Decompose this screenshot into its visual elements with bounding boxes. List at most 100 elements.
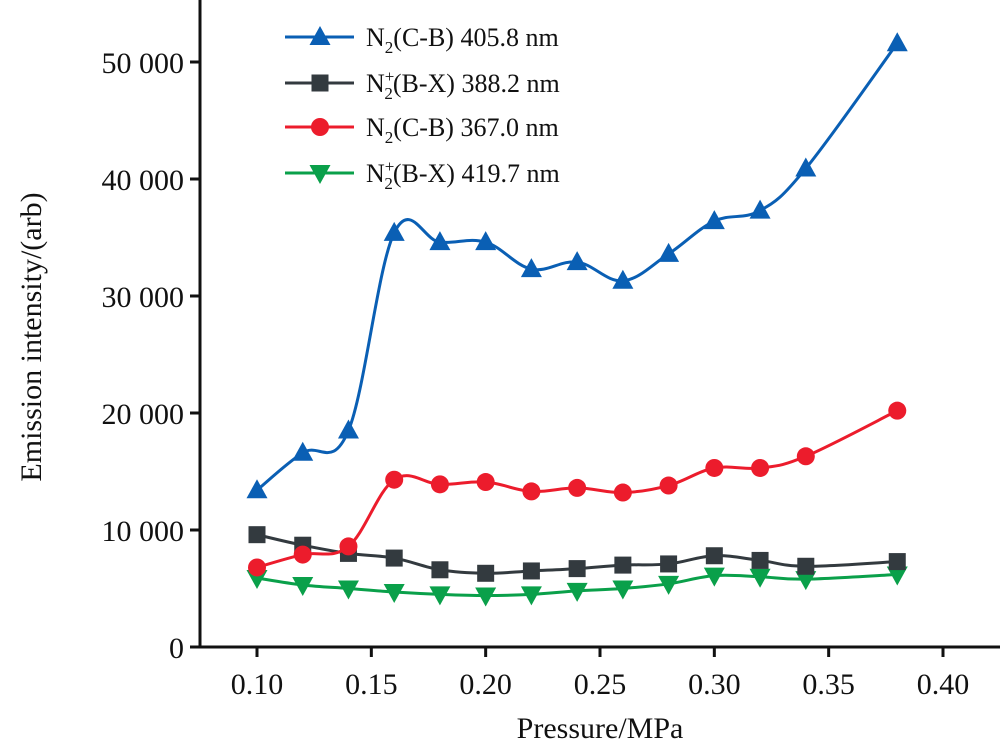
data-point [568, 560, 586, 578]
y-tick-label: 10 000 [102, 515, 185, 548]
data-point [339, 537, 358, 556]
data-point [246, 479, 268, 499]
legend-marker [311, 74, 329, 92]
x-tick-label: 0.30 [688, 668, 741, 701]
axes: 0 10 000 20 000 30 000 40 000 50 000 0.10 0.15… [102, 0, 1000, 701]
legend-label-rest: (B-X) 388.2 nm [393, 69, 560, 98]
y-tick-label: 20 000 [102, 398, 185, 431]
data-point [292, 576, 314, 596]
data-point [749, 568, 771, 588]
series-layer [246, 32, 908, 607]
data-point [612, 580, 634, 600]
legend-label-base: N [366, 159, 385, 188]
legend-marker [309, 165, 331, 184]
data-point [292, 441, 314, 461]
data-point [705, 458, 724, 477]
data-point [751, 551, 769, 569]
data-point [476, 473, 495, 492]
data-point [888, 553, 906, 571]
legend-label: N2(C-B) 405.8 nm [366, 23, 559, 57]
data-point [383, 221, 405, 241]
data-point [429, 231, 451, 251]
data-point [658, 242, 680, 262]
legend-item: N+ 2(B-X) 388.2 nm [285, 67, 560, 103]
data-point [520, 258, 542, 278]
legend-label-sup: + [385, 67, 395, 86]
x-tick-label: 0.35 [802, 668, 855, 701]
data-point [886, 566, 908, 586]
data-point [385, 549, 403, 567]
legend-label: N+ 2(B-X) 419.7 nm [366, 157, 560, 193]
series-0 [246, 32, 908, 499]
legend-label: N+ 2(B-X) 388.2 nm [366, 67, 560, 103]
data-point [520, 586, 542, 606]
data-point [660, 555, 678, 573]
legend-label-sub: 2 [384, 84, 393, 103]
data-point [566, 251, 588, 271]
series-1 [248, 526, 906, 582]
data-point [886, 32, 908, 52]
x-ticks: 0.10 0.15 0.20 0.25 0.30 0.35 0.40 [231, 647, 970, 701]
y-tick-label: 30 000 [102, 281, 185, 314]
x-axis-title: Pressure/MPa [517, 712, 684, 745]
legend-label-sub: 2 [384, 174, 393, 193]
data-point [477, 564, 495, 582]
data-point [614, 556, 632, 574]
data-point [751, 458, 770, 477]
data-point [337, 580, 359, 600]
data-point [795, 571, 817, 591]
legend: N2(C-B) 405.8 nmN+ 2(B-X) 388.2 nmN2(C-B)… [285, 23, 560, 193]
data-point [612, 269, 634, 289]
legend-label-base: N [366, 69, 385, 98]
legend-marker [309, 26, 331, 45]
legend-label: N2(C-B) 367.0 nm [366, 113, 559, 147]
data-point [795, 157, 817, 177]
legend-label-base: N [366, 23, 385, 52]
data-point [703, 210, 725, 230]
x-tick-label: 0.25 [574, 668, 627, 701]
data-point [703, 567, 725, 587]
data-point [431, 561, 449, 579]
x-tick-label: 0.15 [345, 668, 398, 701]
data-point [383, 584, 405, 604]
legend-item: N+ 2(B-X) 419.7 nm [285, 157, 560, 193]
data-point [385, 470, 404, 489]
y-ticks: 0 10 000 20 000 30 000 40 000 50 000 [102, 47, 200, 665]
legend-label-sub: 2 [385, 38, 394, 57]
data-point [796, 447, 815, 466]
data-point [568, 478, 587, 497]
data-point [888, 401, 907, 420]
data-point [797, 557, 815, 575]
data-point [566, 582, 588, 602]
data-point [613, 483, 632, 502]
x-tick-label: 0.20 [459, 668, 512, 701]
legend-label-sub: 2 [385, 128, 394, 147]
legend-label-rest: (C-B) 367.0 nm [393, 113, 558, 142]
y-tick-label: 40 000 [102, 164, 185, 197]
data-point [429, 586, 451, 606]
data-point [293, 545, 312, 564]
data-point [248, 526, 266, 544]
data-point [475, 587, 497, 607]
series-2 [248, 401, 907, 577]
y-tick-label: 50 000 [102, 47, 185, 80]
y-tick-label: 0 [169, 632, 184, 665]
data-point [337, 419, 359, 439]
legend-item: N2(C-B) 367.0 nm [285, 113, 559, 147]
legend-label-base: N [366, 113, 385, 142]
data-point [658, 575, 680, 595]
legend-item: N2(C-B) 405.8 nm [285, 23, 559, 57]
data-point [475, 231, 497, 251]
data-point [705, 547, 723, 565]
data-point [522, 482, 541, 501]
legend-label-rest: (C-B) 405.8 nm [393, 23, 558, 52]
x-tick-label: 0.40 [917, 668, 970, 701]
data-point [749, 199, 771, 219]
legend-marker [311, 118, 329, 136]
legend-label-sup: + [385, 157, 395, 176]
y-axis-title: Emission intensity/(arb) [15, 192, 48, 481]
legend-label-rest: (B-X) 419.7 nm [393, 159, 560, 188]
data-point [522, 562, 540, 580]
x-tick-label: 0.10 [231, 668, 284, 701]
